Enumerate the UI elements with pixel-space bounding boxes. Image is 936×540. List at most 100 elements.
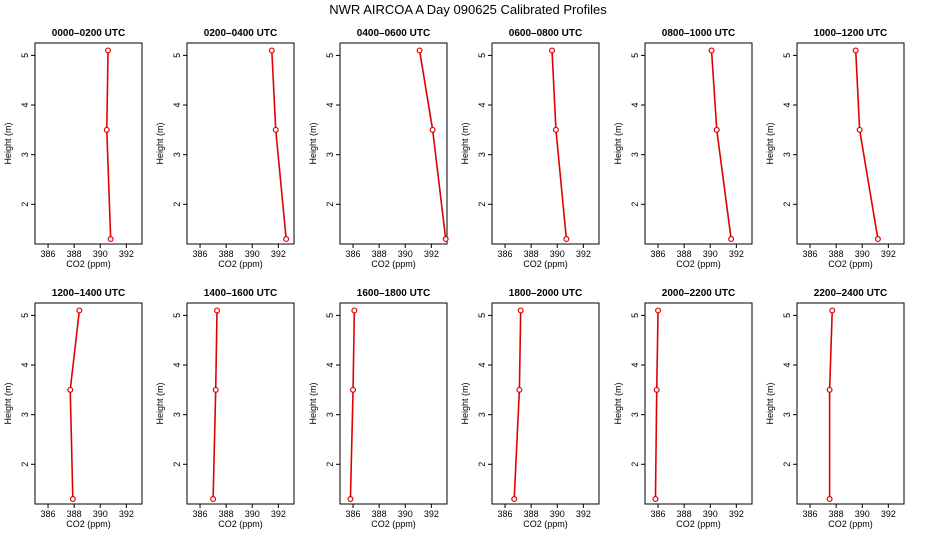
profile-point (107, 236, 114, 243)
y-axis-label: Height (m) (308, 122, 318, 164)
y-tick-label: 5 (630, 313, 640, 318)
x-axis-label: CO2 (ppm) (676, 259, 721, 269)
x-tick-label: 392 (881, 509, 896, 519)
profile-point (517, 307, 524, 314)
y-tick-label: 4 (20, 363, 30, 368)
profile-panel: 1600–1800 UTC 386 388 390 392 2 3 4 5 CO2 (ppm) He… (308, 288, 448, 529)
y-axis-label: Height (m) (460, 382, 470, 424)
profile-segment (69, 389, 74, 500)
x-tick-label: 390 (245, 509, 260, 519)
x-tick-label: 390 (550, 249, 565, 259)
x-axis-label: CO2 (ppm) (218, 259, 263, 269)
profile-point (416, 47, 423, 54)
x-axis-label: CO2 (ppm) (371, 259, 416, 269)
x-tick-label: 392 (271, 509, 286, 519)
profile-point (76, 307, 83, 314)
x-tick-label: 392 (729, 509, 744, 519)
x-tick-label: 388 (67, 509, 82, 519)
profile-point (268, 47, 275, 54)
profile-panel: 0600–0800 UTC 386 388 390 392 2 3 4 5 CO2 (ppm) He… (460, 28, 600, 269)
profile-point (272, 126, 279, 133)
x-tick-label: 390 (550, 509, 565, 519)
y-tick-label: 4 (172, 363, 182, 368)
profile-point (829, 307, 836, 314)
profile-point (212, 386, 219, 393)
y-axis-label: Height (m) (155, 382, 165, 424)
profile-segment (69, 310, 81, 390)
plot-frame (491, 42, 600, 245)
profile-segment (214, 310, 218, 390)
x-tick-label: 392 (729, 249, 744, 259)
profile-segment (274, 129, 287, 240)
profile-point (826, 496, 833, 503)
profile-panel: 0800–1000 UTC 386 388 390 392 2 3 4 5 CO2 (ppm) He… (613, 28, 753, 269)
plot-frame (34, 42, 143, 245)
profile-point (429, 126, 436, 133)
profile-panel: 0400–0600 UTC 386 388 390 392 2 3 4 5 CO2 (ppm) He… (308, 28, 449, 269)
profile-point (103, 126, 110, 133)
x-tick-label: 388 (67, 249, 82, 259)
plot-frame (34, 302, 143, 505)
x-tick-label: 390 (245, 249, 260, 259)
x-tick-label: 386 (41, 509, 56, 519)
x-tick-label: 390 (93, 509, 108, 519)
x-tick-label: 388 (677, 249, 692, 259)
x-axis-label: CO2 (ppm) (828, 519, 873, 529)
x-tick-label: 390 (398, 249, 413, 259)
plot-frame (796, 302, 905, 505)
panels-grid: 0000–0200 UTC 386 388 390 392 2 3 4 5 CO2 (ppm) He… (3, 28, 905, 529)
y-axis-label: Height (m) (3, 382, 13, 424)
profile-segment (655, 310, 659, 390)
y-axis-label: Height (m) (765, 122, 775, 164)
y-tick-label: 2 (782, 202, 792, 207)
x-tick-label: 392 (576, 509, 591, 519)
profile-point (210, 496, 217, 503)
profile-segment (654, 389, 658, 500)
y-tick-label: 2 (782, 462, 792, 467)
x-tick-label: 388 (524, 509, 539, 519)
x-tick-label: 388 (372, 509, 387, 519)
y-axis-label: Height (m) (155, 122, 165, 164)
x-tick-label: 390 (398, 509, 413, 519)
y-tick-label: 3 (477, 412, 487, 417)
x-tick-label: 386 (803, 509, 818, 519)
profile-panel: 0200–0400 UTC 386 388 390 392 2 3 4 5 CO2 (ppm) He… (155, 28, 295, 269)
x-axis-label: CO2 (ppm) (218, 519, 263, 529)
profile-point (350, 386, 357, 393)
y-axis-label: Height (m) (3, 122, 13, 164)
x-tick-label: 388 (219, 249, 234, 259)
x-tick-label: 386 (193, 509, 208, 519)
y-tick-label: 2 (172, 462, 182, 467)
x-axis-label: CO2 (ppm) (66, 259, 111, 269)
profile-segment (349, 389, 354, 500)
y-tick-label: 5 (20, 313, 30, 318)
y-tick-label: 3 (325, 412, 335, 417)
profile-segment (858, 129, 879, 240)
x-tick-label: 388 (372, 249, 387, 259)
profile-point (708, 47, 715, 54)
panel-title: 0400–0600 UTC (357, 28, 430, 39)
profile-point (105, 47, 112, 54)
profile-segment (555, 129, 568, 240)
profile-point (69, 496, 76, 503)
y-tick-label: 5 (325, 53, 335, 58)
y-tick-label: 2 (477, 202, 487, 207)
profile-segment (352, 310, 356, 390)
profile-point (442, 236, 449, 243)
x-tick-label: 392 (424, 509, 439, 519)
profile-segment (828, 310, 834, 390)
x-tick-label: 392 (424, 249, 439, 259)
y-tick-label: 3 (172, 152, 182, 157)
x-tick-label: 386 (193, 249, 208, 259)
x-tick-label: 392 (881, 249, 896, 259)
y-axis-label: Height (m) (765, 382, 775, 424)
x-axis-label: CO2 (ppm) (371, 519, 416, 529)
x-tick-label: 386 (498, 249, 513, 259)
profile-point (549, 47, 556, 54)
x-tick-label: 390 (855, 509, 870, 519)
profile-panel: 1800–2000 UTC 386 388 390 392 2 3 4 5 CO2 (ppm) He… (460, 288, 600, 529)
profile-segment (710, 50, 718, 130)
y-tick-label: 5 (477, 313, 487, 318)
y-tick-label: 5 (172, 53, 182, 58)
